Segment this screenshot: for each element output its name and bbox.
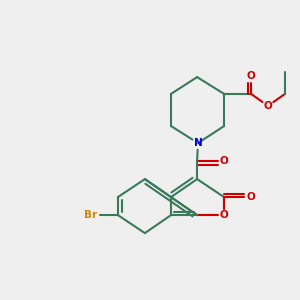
Text: O: O [263, 101, 272, 111]
Text: Br: Br [84, 210, 98, 220]
Text: O: O [220, 210, 229, 220]
Text: O: O [220, 156, 229, 166]
Text: O: O [247, 71, 256, 81]
Text: O: O [247, 192, 256, 202]
Text: N: N [194, 138, 202, 148]
